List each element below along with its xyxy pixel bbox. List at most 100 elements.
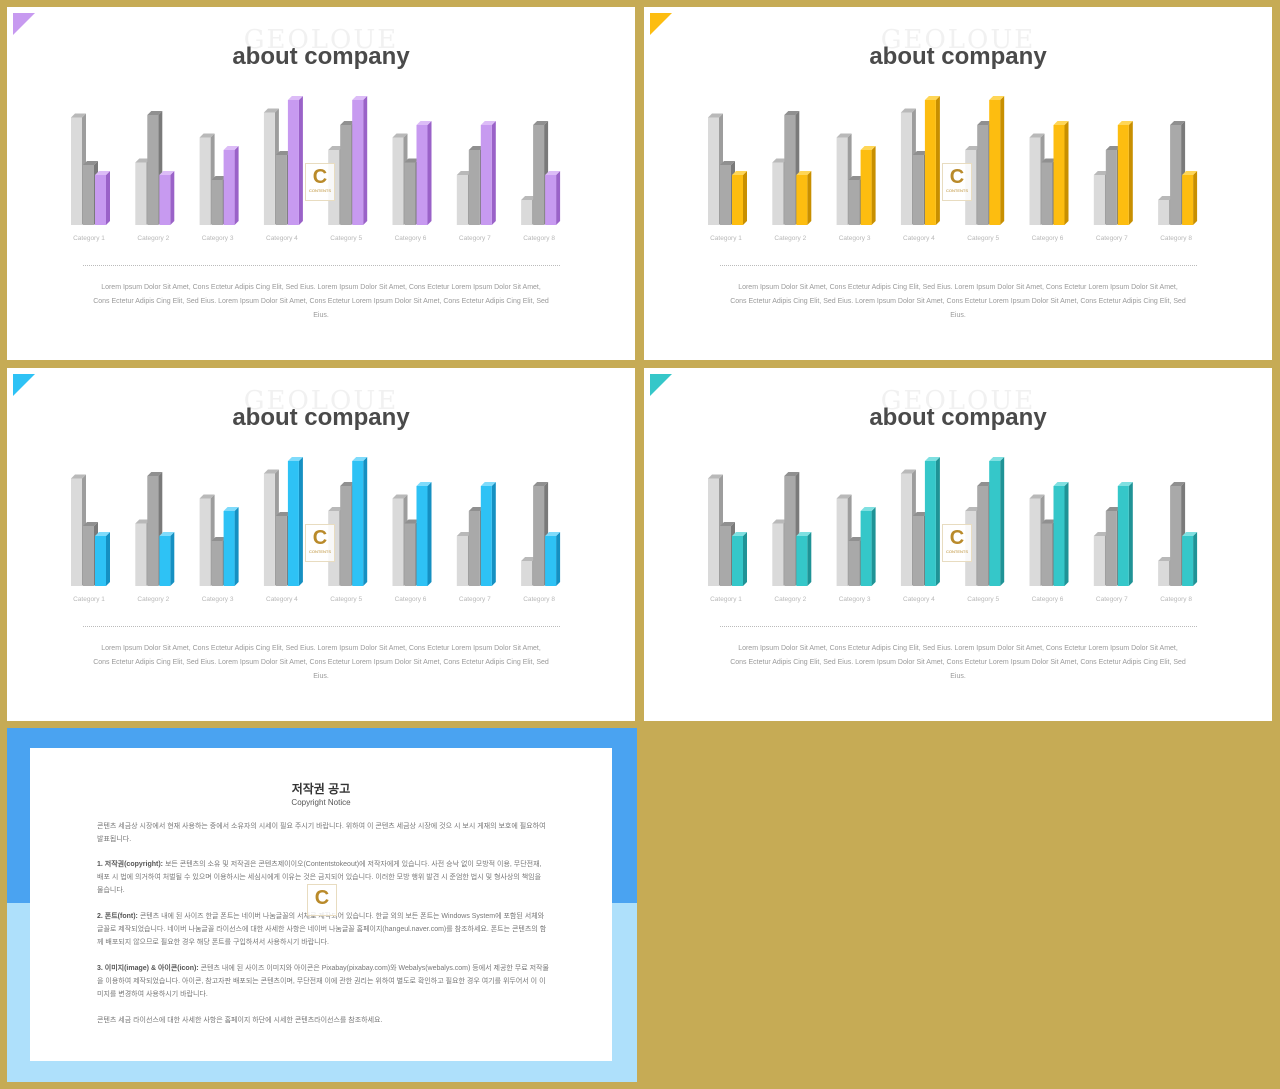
body-text: Lorem Ipsum Dolor Sit Amet, Cons Ectetur… bbox=[93, 645, 549, 680]
bar-5-3 bbox=[989, 457, 1005, 586]
x-tick-label: Category 4 bbox=[903, 235, 935, 242]
x-tick-label: Category 8 bbox=[1160, 235, 1192, 242]
bar-2-3 bbox=[159, 532, 175, 586]
x-tick-label: Category 2 bbox=[137, 235, 169, 242]
bar-3-3 bbox=[860, 146, 876, 225]
bar-5-3 bbox=[989, 96, 1005, 225]
bar-5-3 bbox=[352, 96, 368, 225]
x-tick-label: Category 3 bbox=[202, 596, 234, 603]
bar-1-3 bbox=[732, 532, 747, 586]
copyright-slide[interactable]: 저작권 공고 Copyright Notice 콘텐츠 세금상 시장에서 현재 … bbox=[7, 728, 637, 1082]
x-tick-label: Category 8 bbox=[523, 235, 555, 242]
x-tick-label: Category 6 bbox=[395, 235, 427, 242]
x-tick-label: Category 5 bbox=[330, 596, 362, 603]
x-tick-label: Category 4 bbox=[903, 596, 935, 603]
notice-item-copyright: 1. 저작권(copyright): 보든 콘텐츠의 소유 및 저작권은 콘텐츠… bbox=[97, 861, 542, 894]
x-tick-label: Category 3 bbox=[202, 235, 234, 242]
bar-3-3 bbox=[223, 507, 239, 586]
bar-5-3 bbox=[352, 457, 368, 586]
x-tick-label: Category 2 bbox=[774, 235, 806, 242]
x-tick-label: Category 7 bbox=[459, 596, 491, 603]
divider bbox=[83, 626, 560, 627]
copyright-card: 저작권 공고 Copyright Notice 콘텐츠 세금상 시장에서 현재 … bbox=[30, 748, 612, 1061]
bar-7-3 bbox=[480, 121, 496, 225]
body-text: Lorem Ipsum Dolor Sit Amet, Cons Ectetur… bbox=[730, 645, 1186, 680]
x-tick-label: Category 4 bbox=[266, 235, 298, 242]
divider bbox=[83, 265, 560, 266]
x-tick-label: Category 1 bbox=[73, 235, 105, 242]
corner-triangle-icon bbox=[650, 13, 672, 35]
x-tick-label: Category 5 bbox=[330, 235, 362, 242]
x-tick-label: Category 6 bbox=[1032, 235, 1064, 242]
slide-3[interactable]: GEOLOUE about company Category 1 Category… bbox=[7, 368, 635, 721]
bar-6-3 bbox=[1053, 482, 1069, 586]
bar-1-3 bbox=[95, 532, 110, 586]
bar-chart: Category 1 Category 2 Category 3 Category 4… bbox=[71, 96, 561, 242]
x-tick-label: Category 5 bbox=[967, 596, 999, 603]
notice-subtitle: Copyright Notice bbox=[291, 798, 351, 807]
page-title: about company bbox=[869, 404, 1047, 431]
x-tick-label: Category 5 bbox=[967, 235, 999, 242]
logo-watermark: C CONTENTS bbox=[942, 163, 972, 201]
corner-triangle-icon bbox=[650, 374, 672, 396]
bar-6-3 bbox=[416, 482, 432, 586]
divider bbox=[720, 626, 1197, 627]
body-text: Lorem Ipsum Dolor Sit Amet, Cons Ectetur… bbox=[93, 284, 549, 319]
bar-4-3 bbox=[924, 457, 940, 586]
x-tick-label: Category 3 bbox=[839, 235, 871, 242]
x-tick-label: Category 2 bbox=[137, 596, 169, 603]
bar-4-3 bbox=[287, 457, 303, 586]
watermark: GEOLOUE bbox=[243, 25, 399, 55]
slide-4[interactable]: GEOLOUE about company Category 1 Category… bbox=[644, 368, 1272, 721]
x-tick-label: Category 7 bbox=[459, 235, 491, 242]
page-title: about company bbox=[232, 43, 410, 70]
bar-8-3 bbox=[545, 532, 561, 586]
bar-7-3 bbox=[480, 482, 496, 586]
logo-watermark: C CONTENTS bbox=[942, 524, 972, 562]
x-tick-label: Category 2 bbox=[774, 596, 806, 603]
notice-item-font: 2. 폰트(font): 콘텐츠 내에 된 사이즈 한글 폰트는 네이버 나눔글… bbox=[97, 913, 547, 946]
bar-chart: Category 1 Category 2 Category 3 Category 4… bbox=[71, 457, 561, 603]
corner-triangle-icon bbox=[13, 13, 35, 35]
logo-watermark: C bbox=[307, 884, 337, 916]
corner-triangle-icon bbox=[13, 374, 35, 396]
bar-2-3 bbox=[159, 171, 175, 225]
page-title: about company bbox=[869, 43, 1047, 70]
bar-6-3 bbox=[416, 121, 432, 225]
page-title: about company bbox=[232, 404, 410, 431]
bar-8-3 bbox=[1182, 532, 1198, 586]
bar-2-3 bbox=[796, 171, 812, 225]
logo-watermark: C CONTENTS bbox=[305, 163, 335, 201]
divider bbox=[720, 265, 1197, 266]
x-tick-label: Category 1 bbox=[710, 596, 742, 603]
x-tick-label: Category 8 bbox=[523, 596, 555, 603]
bar-chart: Category 1 Category 2 Category 3 Category 4… bbox=[708, 457, 1198, 603]
slide-2[interactable]: GEOLOUE about company Category 1 Category… bbox=[644, 7, 1272, 360]
bar-4-3 bbox=[287, 96, 303, 225]
bar-1-3 bbox=[95, 171, 110, 225]
x-tick-label: Category 7 bbox=[1096, 596, 1128, 603]
notice-title: 저작권 공고 bbox=[291, 782, 351, 796]
bar-3-3 bbox=[860, 507, 876, 586]
x-tick-label: Category 8 bbox=[1160, 596, 1192, 603]
bar-1-3 bbox=[732, 171, 747, 225]
body-text: Lorem Ipsum Dolor Sit Amet, Cons Ectetur… bbox=[730, 284, 1186, 319]
bar-4-3 bbox=[924, 96, 940, 225]
x-tick-label: Category 4 bbox=[266, 596, 298, 603]
bar-7-3 bbox=[1117, 121, 1133, 225]
notice-footer: 콘텐츠 세금 라이선스에 대한 사세한 사항은 홈페이지 하단에 시세한 콘텐츠… bbox=[97, 1017, 383, 1024]
bar-2-3 bbox=[796, 532, 812, 586]
bar-8-3 bbox=[1182, 171, 1198, 225]
bar-8-3 bbox=[545, 171, 561, 225]
watermark: GEOLOUE bbox=[880, 386, 1036, 416]
x-tick-label: Category 6 bbox=[395, 596, 427, 603]
bar-7-3 bbox=[1117, 482, 1133, 586]
x-tick-label: Category 1 bbox=[73, 596, 105, 603]
bar-3-3 bbox=[223, 146, 239, 225]
slide-1[interactable]: GEOLOUE about company Category 1 Category… bbox=[7, 7, 635, 360]
logo-watermark: C CONTENTS bbox=[305, 524, 335, 562]
x-tick-label: Category 1 bbox=[710, 235, 742, 242]
notice-item-image: 3. 이미지(image) & 아이콘(icon): 콘텐츠 내에 된 사이즈 … bbox=[97, 965, 549, 998]
watermark: GEOLOUE bbox=[243, 386, 399, 416]
x-tick-label: Category 6 bbox=[1032, 596, 1064, 603]
